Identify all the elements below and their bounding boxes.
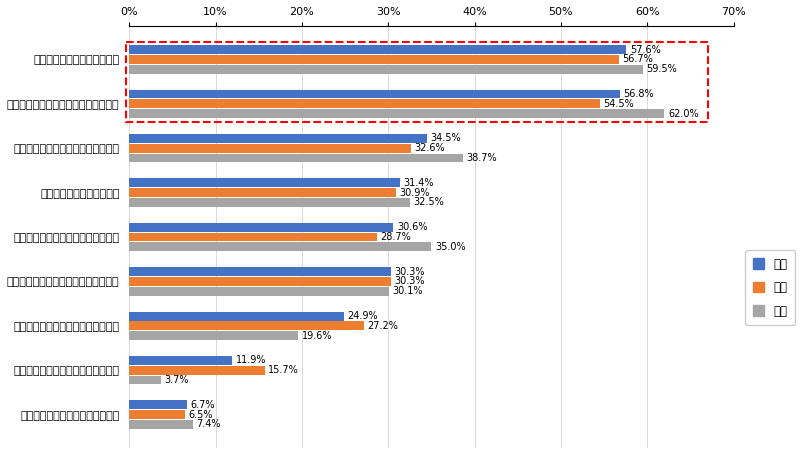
Text: 7.4%: 7.4% xyxy=(196,420,221,430)
Bar xyxy=(129,356,232,365)
Bar xyxy=(129,45,626,54)
Bar xyxy=(129,198,410,207)
Text: 38.7%: 38.7% xyxy=(467,153,497,163)
Bar xyxy=(129,99,600,108)
Text: 57.6%: 57.6% xyxy=(630,45,661,55)
Text: 30.3%: 30.3% xyxy=(395,267,425,277)
Text: 32.5%: 32.5% xyxy=(413,197,444,207)
Text: 54.5%: 54.5% xyxy=(603,99,634,109)
Bar xyxy=(129,287,389,296)
Bar xyxy=(129,277,391,286)
Text: 6.7%: 6.7% xyxy=(191,400,215,410)
Bar xyxy=(129,134,427,143)
Text: 56.7%: 56.7% xyxy=(622,54,653,64)
Text: 27.2%: 27.2% xyxy=(367,321,399,331)
Text: 19.6%: 19.6% xyxy=(302,331,332,341)
Text: 3.7%: 3.7% xyxy=(164,375,189,385)
Bar xyxy=(129,420,193,429)
Bar xyxy=(129,153,464,162)
Bar xyxy=(129,312,344,320)
Bar xyxy=(129,109,665,118)
Bar xyxy=(129,223,394,232)
Text: 11.9%: 11.9% xyxy=(236,355,266,365)
Text: 30.3%: 30.3% xyxy=(395,277,425,287)
Text: 56.8%: 56.8% xyxy=(623,89,654,99)
Bar xyxy=(129,321,364,330)
Text: 62.0%: 62.0% xyxy=(668,109,699,119)
Text: 32.6%: 32.6% xyxy=(414,143,445,153)
Text: 30.1%: 30.1% xyxy=(392,286,423,296)
Legend: 全体, 男性, 女性: 全体, 男性, 女性 xyxy=(746,250,795,325)
Bar xyxy=(129,375,161,384)
Text: 34.5%: 34.5% xyxy=(431,133,461,143)
Bar xyxy=(129,55,618,64)
Bar xyxy=(129,267,391,276)
Text: 15.7%: 15.7% xyxy=(268,365,299,375)
Bar xyxy=(129,243,431,251)
Bar xyxy=(129,233,377,242)
Text: 35.0%: 35.0% xyxy=(435,242,465,252)
Text: 59.5%: 59.5% xyxy=(646,64,677,74)
Text: 30.6%: 30.6% xyxy=(397,222,427,232)
Text: 28.7%: 28.7% xyxy=(380,232,411,242)
Bar xyxy=(129,366,265,374)
Bar xyxy=(129,144,411,152)
Text: 31.4%: 31.4% xyxy=(403,178,435,188)
Text: 30.9%: 30.9% xyxy=(399,187,430,197)
Text: 6.5%: 6.5% xyxy=(188,410,213,420)
Bar xyxy=(129,65,643,74)
Bar xyxy=(129,90,620,98)
Bar xyxy=(129,331,298,340)
Bar xyxy=(129,188,396,197)
Bar xyxy=(129,400,187,410)
Text: 24.9%: 24.9% xyxy=(348,311,379,321)
Bar xyxy=(129,178,400,187)
Bar xyxy=(129,410,185,419)
